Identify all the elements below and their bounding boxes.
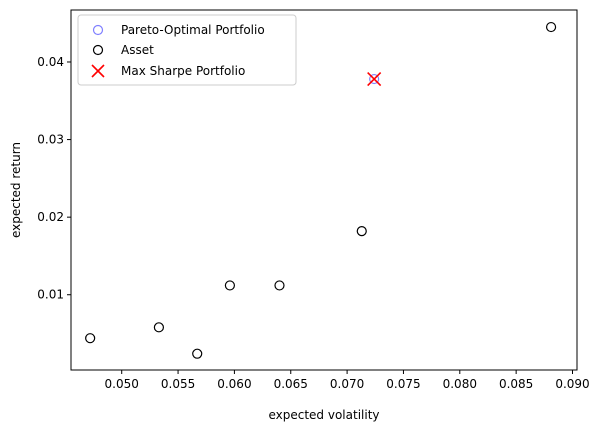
legend-marker-asset xyxy=(92,44,104,56)
x-axis-ticks: 0.050 0.055 0.060 0.065 0.070 0.075 0.080 0.085… xyxy=(105,370,590,391)
x-tick-label: 0.085 xyxy=(499,377,533,391)
asset-point xyxy=(356,226,367,237)
x-tick-label: 0.070 xyxy=(330,377,364,391)
asset-point xyxy=(85,333,96,344)
asset-point xyxy=(274,280,285,291)
legend-box xyxy=(77,14,297,86)
x-tick-label: 0.065 xyxy=(274,377,308,391)
y-tick-label: 0.01 xyxy=(37,288,64,302)
legend-label-max-sharpe: Max Sharpe Portfolio xyxy=(121,64,245,78)
legend-marker-pareto xyxy=(92,24,104,36)
y-tick-label: 0.04 xyxy=(37,55,64,69)
x-tick-label: 0.080 xyxy=(443,377,477,391)
x-tick-label: 0.055 xyxy=(161,377,195,391)
asset-point xyxy=(153,322,165,333)
x-tick-label: 0.090 xyxy=(555,377,589,391)
y-axis-ticks: 0.01 0.02 0.03 0.04 xyxy=(37,55,71,302)
data-points xyxy=(85,21,557,359)
x-tick-label: 0.060 xyxy=(217,377,251,391)
legend-label-asset: Asset xyxy=(121,43,154,57)
x-tick-label: 0.050 xyxy=(105,377,139,391)
y-axis-label: expected return xyxy=(9,142,23,238)
asset-point xyxy=(224,280,235,291)
plot-frame xyxy=(70,9,578,371)
y-tick-label: 0.02 xyxy=(37,210,64,224)
y-tick-label: 0.03 xyxy=(37,133,64,147)
x-axis-label: expected volatility xyxy=(268,408,379,422)
x-tick-label: 0.075 xyxy=(386,377,420,391)
legend-label-pareto: Pareto-Optimal Portfolio xyxy=(121,23,265,37)
pareto-point xyxy=(369,73,380,85)
asset-point xyxy=(192,348,203,359)
legend-marker-max-sharpe xyxy=(91,64,105,78)
legend: Pareto-Optimal Portfolio Asset Max Sharp… xyxy=(77,14,297,86)
max-sharpe-point xyxy=(367,71,382,87)
asset-point xyxy=(545,21,557,33)
